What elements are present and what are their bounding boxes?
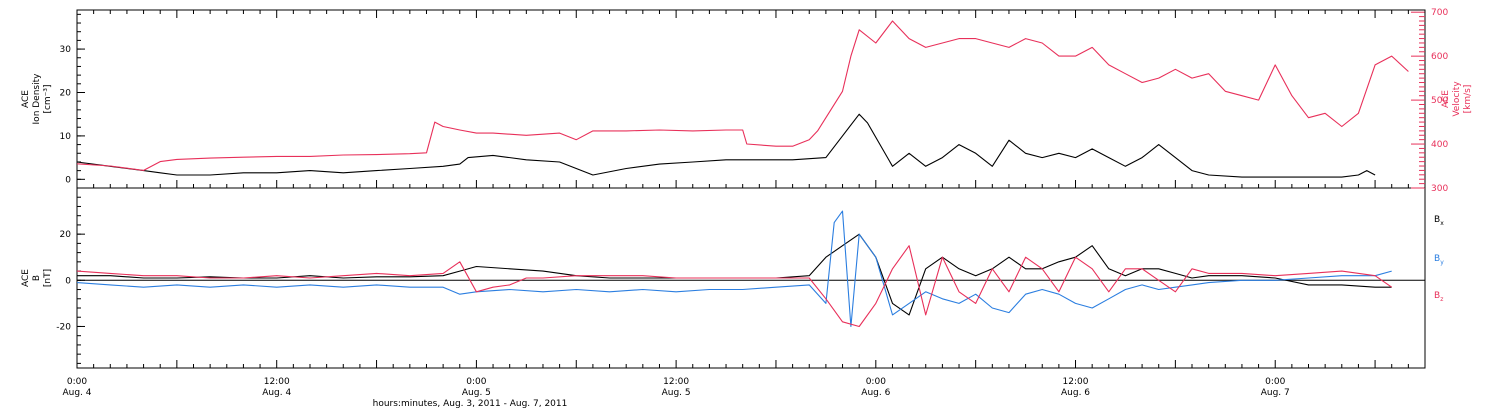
time-tick-date-5: Aug. 6 xyxy=(1061,388,1090,398)
time-tick-date-4: Aug. 6 xyxy=(861,388,890,398)
time-tick-label-6: 0:00 xyxy=(1265,377,1285,387)
time-tick-label-4: 0:00 xyxy=(866,377,886,387)
time-axis-title: hours:minutes, Aug. 3, 2011 - Aug. 7, 20… xyxy=(373,399,568,409)
velocity-axis-title: ACE Velocity [km/s] xyxy=(1441,81,1473,117)
legend-by: By xyxy=(1434,254,1444,266)
field-tick-label-2: 20 xyxy=(60,230,72,240)
velocity-tick-label-1: 400 xyxy=(1431,140,1448,150)
density-axis-title-line1: ACE xyxy=(21,90,31,108)
legend-bx: Bx xyxy=(1434,215,1444,227)
density-tick-label-0: 0 xyxy=(65,175,71,185)
field-tick-label-1: 0 xyxy=(65,276,71,286)
field-by-line xyxy=(76,210,1392,328)
velocity-axis-ticks: 300 400 500 600 700 xyxy=(1411,8,1448,194)
density-axis-title-line3: [cm⁻³] xyxy=(43,84,53,113)
velocity-axis-title-line1: ACE xyxy=(1441,90,1451,108)
time-tick-date-2: Aug. 5 xyxy=(462,388,491,398)
density-velocity-series xyxy=(76,20,1409,178)
density-tick-label-1: 10 xyxy=(60,132,72,142)
time-tick-date-6: Aug. 7 xyxy=(1261,388,1290,398)
density-axis-title-line2: Ion Density xyxy=(32,73,42,125)
velocity-line xyxy=(76,20,1409,171)
density-axis-ticks: 0 10 20 30 xyxy=(60,13,85,189)
density-axis-title: ACE Ion Density [cm⁻³] xyxy=(21,73,53,125)
density-tick-label-2: 20 xyxy=(60,88,72,98)
magnetic-field-axis-title-line2: B xyxy=(32,275,42,281)
velocity-tick-label-2: 500 xyxy=(1431,96,1448,106)
time-tick-label-3: 12:00 xyxy=(663,377,689,387)
magnetic-field-axis-title-line3: [nT] xyxy=(43,269,53,287)
density-line xyxy=(76,113,1376,178)
time-tick-label-0: 0:00 xyxy=(67,377,87,387)
time-tick-label-5: 12:00 xyxy=(1063,377,1089,387)
velocity-tick-label-0: 300 xyxy=(1431,184,1448,194)
density-velocity-panel-frame xyxy=(76,9,1426,189)
magnetic-field-series xyxy=(76,210,1393,328)
legend-bz: Bz xyxy=(1434,291,1443,303)
field-component-legend: Bx By Bz xyxy=(1434,215,1444,303)
magnetic-field-axis-title: ACE B [nT] xyxy=(21,269,53,287)
velocity-tick-label-3: 600 xyxy=(1431,52,1448,62)
field-bx-line xyxy=(77,233,1392,316)
time-tick-date-3: Aug. 5 xyxy=(662,388,691,398)
time-tick-date-0: Aug. 4 xyxy=(62,388,91,398)
time-tick-label-1: 12:00 xyxy=(264,377,290,387)
velocity-tick-label-4: 700 xyxy=(1431,8,1448,18)
field-bz-line xyxy=(76,245,1393,328)
time-tick-date-1: Aug. 4 xyxy=(262,388,291,398)
magnetic-field-panel-frame xyxy=(76,187,1426,369)
velocity-axis-title-line3: [km/s] xyxy=(1463,85,1473,114)
time-tick-label-2: 0:00 xyxy=(466,377,486,387)
density-tick-label-3: 30 xyxy=(60,45,72,55)
magnetic-field-axis-title-line1: ACE xyxy=(21,269,31,287)
velocity-axis-title-line2: Velocity xyxy=(1452,81,1462,117)
field-tick-label-0: -20 xyxy=(56,322,71,332)
